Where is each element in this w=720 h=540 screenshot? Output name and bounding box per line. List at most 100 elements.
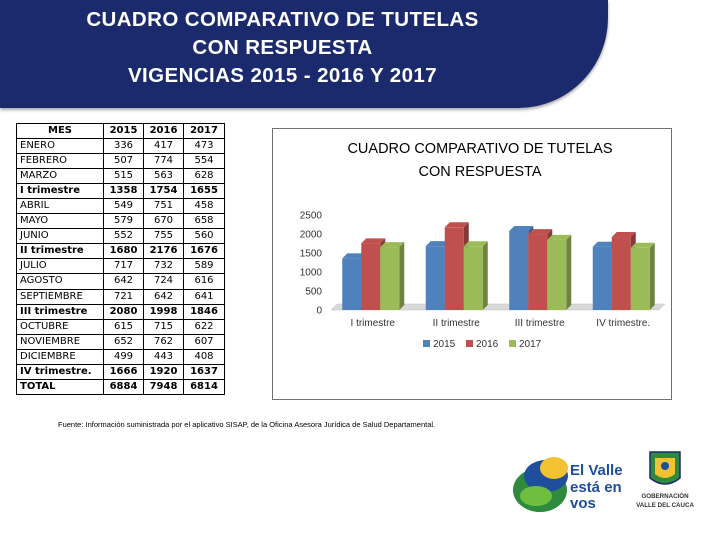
table-header-row: MES 2015 2016 2017 [16,122,225,140]
table-row: JULIO 717 732 589 [16,258,225,275]
title-line-1: CUADRO COMPARATIVO DE TUTELAS [86,8,479,31]
data-table: MES 2015 2016 2017 ENERO 336 417 473 FEBRERO… [16,122,225,395]
gov-line-2: VALLE DEL CAUCA [636,502,694,509]
cell-2016: 1754 [143,183,184,200]
row-label: II trimestre [16,243,104,260]
table-row: ENERO 336 417 473 [16,138,225,155]
cell-2017: 1637 [183,363,225,380]
cell-2016: 563 [143,168,184,185]
row-label: JUNIO [16,228,104,245]
bar [342,258,362,310]
cell-2015: 549 [103,198,144,215]
legend-swatch [509,340,516,347]
row-label: FEBRERO [16,153,104,170]
legend-label: 2016 [476,339,499,350]
cell-2015: 552 [103,228,144,245]
cell-2016: 755 [143,228,184,245]
bar-top [630,242,655,248]
cell-2017: 589 [183,258,225,275]
cell-2016: 2176 [143,243,184,260]
header-mes: MES [16,122,104,140]
slogan-line-2: está en [570,479,622,496]
bar [361,243,381,310]
source-note: Fuente: Información suministrada por el … [58,420,436,429]
cell-2016: 417 [143,138,184,155]
bar-top [361,238,386,244]
bar-side [482,241,488,310]
table-row: JUNIO 552 755 560 [16,228,225,245]
el-valle-logo-icon [513,457,568,512]
header-2015: 2015 [103,122,144,140]
table-row: MARZO 515 563 628 [16,168,225,185]
title-banner [0,0,608,108]
cell-2016: 732 [143,258,184,275]
cell-2015: 515 [103,168,144,185]
cell-2017: 622 [183,318,225,335]
cell-2017: 1655 [183,183,225,200]
x-tick-label: IV trimestre. [596,318,650,329]
bar [528,234,548,310]
bar-chart: CUADRO COMPARATIVO DE TUTELAS CON RESPUE… [300,141,666,350]
legend-swatch [423,340,430,347]
bar [611,237,631,310]
table-subtotal-row: III trimestre 2080 1998 1846 [16,303,225,320]
cell-2015: 642 [103,273,144,290]
x-tick-label: III trimestre [515,318,565,329]
row-label: AGOSTO [16,273,104,290]
cell-2017: 628 [183,168,225,185]
bar-top [463,241,488,247]
row-label: NOVIEMBRE [16,333,104,350]
cell-2016: 724 [143,273,184,290]
cell-2015: 499 [103,348,144,365]
row-label: IV trimestre. [16,363,104,380]
row-label: SEPTIEMBRE [16,288,104,305]
x-tick-label: I trimestre [351,318,396,329]
table-row: NOVIEMBRE 652 762 607 [16,333,225,350]
bar-top [592,241,617,247]
cell-2015: 507 [103,153,144,170]
cell-2017: 1846 [183,303,225,320]
cell-2015: 336 [103,138,144,155]
bar [380,247,400,310]
bar-top [425,241,450,247]
bar [592,246,612,310]
cell-2015: 579 [103,213,144,230]
row-label: MARZO [16,168,104,185]
cell-2017: 616 [183,273,225,290]
cell-2016: 7948 [143,378,184,395]
cell-2016: 762 [143,333,184,350]
bar-side [566,234,572,310]
table-row: OCTUBRE 615 715 622 [16,318,225,335]
cell-2016: 751 [143,198,184,215]
title-line-2: CON RESPUESTA [192,36,373,59]
y-tick-label: 1000 [300,268,323,279]
row-label: ENERO [16,138,104,155]
bar [509,230,529,310]
bar-top [547,234,572,240]
bar-top [444,222,469,228]
cell-2017: 641 [183,288,225,305]
header-2017: 2017 [183,122,225,140]
row-label: ABRIL [16,198,104,215]
table-row: ABRIL 549 751 458 [16,198,225,215]
table-body: ENERO 336 417 473 FEBRERO 507 774 554 MARZO 515 56… [16,138,225,395]
bar [444,227,464,310]
cell-2016: 642 [143,288,184,305]
row-label: DICIEMBRE [16,348,104,365]
bar-side [649,242,655,310]
table-row: DICIEMBRE 499 443 408 [16,348,225,365]
cell-2017: 473 [183,138,225,155]
legend-label: 2015 [433,339,456,350]
x-tick-label: II trimestre [433,318,481,329]
gobernacion-logo: El Valle está en vos GOBERNACIÓN VALLE D… [513,451,694,512]
table-subtotal-row: II trimestre 1680 2176 1676 [16,243,225,260]
cell-2015: 717 [103,258,144,275]
row-label: JULIO [16,258,104,275]
cell-2015: 615 [103,318,144,335]
bar [630,247,650,310]
row-label: OCTUBRE [16,318,104,335]
title-line-3: VIGENCIAS 2015 - 2016 Y 2017 [127,64,438,87]
table-row: MAYO 579 670 658 [16,213,225,230]
cell-2017: 408 [183,348,225,365]
chart-title-line-2: CON RESPUESTA [418,164,541,180]
